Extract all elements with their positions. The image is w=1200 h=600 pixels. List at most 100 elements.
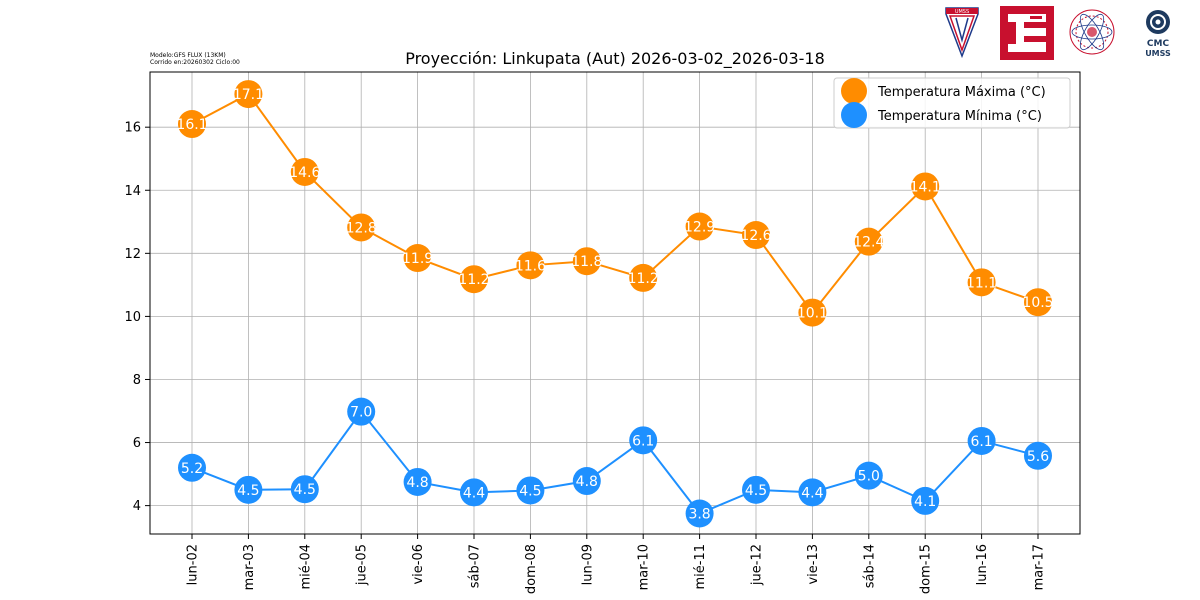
data-label: 3.8: [688, 507, 710, 523]
series-max: 16.1 17.1 14.6 12.8 11.9 11.2 11.6 11.8 11.2 12.9…: [176, 80, 1054, 327]
umss-shield-text: UMSS: [955, 9, 969, 15]
data-label: 12.6: [740, 228, 771, 244]
y-tick-label: 4: [133, 499, 141, 514]
data-point: [798, 478, 827, 507]
data-point: [572, 247, 601, 276]
series: 16.1 17.1 14.6 12.8 11.9 11.2 11.6 11.8 11.2 12.9…: [176, 80, 1054, 528]
data-point: [178, 453, 206, 482]
x-tick-label: lun-02: [186, 544, 201, 585]
x-tick-label: lun-16: [975, 544, 990, 585]
data-label: 5.6: [1027, 449, 1049, 465]
data-point: [629, 263, 658, 292]
data-point: [572, 467, 601, 496]
data-point: [403, 467, 432, 496]
data-label: 11.9: [402, 251, 433, 267]
data-label: 4.5: [294, 482, 316, 498]
x-tick-label: mié-04: [298, 544, 313, 590]
legend-label: Temperatura Máxima (°C): [877, 85, 1046, 100]
series-line: [191, 92, 1039, 315]
legend-marker: [841, 78, 867, 104]
data-label: 6.1: [970, 434, 992, 450]
data-point: [234, 475, 263, 504]
grid: [150, 72, 1080, 534]
x-tick-label: jue-05: [355, 544, 370, 586]
data-point: [742, 475, 770, 504]
data-label: 10.5: [1022, 295, 1053, 311]
data-point: [854, 227, 883, 256]
data-label: 11.2: [628, 271, 659, 287]
legend-label: Temperatura Mínima (°C): [877, 109, 1042, 124]
data-label: 6.1: [632, 433, 654, 449]
run-line: Corrido en:20260302 Ciclo:00: [150, 59, 240, 66]
data-label: 4.5: [237, 483, 259, 499]
legend-marker: [841, 102, 867, 128]
y-tick-label: 8: [133, 373, 141, 388]
data-label: 11.8: [571, 254, 602, 270]
x-tick-label: sáb-14: [862, 544, 877, 588]
data-point: [516, 251, 545, 280]
data-label: 4.4: [463, 485, 485, 501]
y-tick-label: 16: [124, 121, 141, 136]
x-tick-label: mar-10: [637, 544, 652, 590]
data-point: [516, 476, 545, 505]
data-point: [347, 397, 376, 426]
x-tick-label: mar-03: [242, 544, 257, 590]
data-point: [234, 80, 263, 109]
cmc-text: CMC: [1147, 39, 1170, 49]
data-point: [854, 461, 883, 490]
data-label: 11.1: [966, 275, 997, 291]
x-tick-label: mar-17: [1032, 544, 1047, 590]
data-label: 4.8: [576, 474, 598, 490]
data-label: 11.2: [458, 272, 489, 288]
data-point: [967, 268, 996, 297]
data-label: 10.1: [797, 306, 828, 322]
data-label: 11.6: [515, 258, 546, 274]
y-tick-label: 14: [124, 184, 141, 199]
x-tick-label: vie-06: [411, 544, 426, 585]
model-line: Modelo:GFS FLUX (13KM): [150, 52, 226, 59]
data-point: [742, 221, 770, 250]
seal-logo: [1069, 9, 1115, 55]
data-label: 5.2: [181, 461, 203, 477]
x-tick-label: vie-13: [806, 544, 821, 585]
x-tick-label: mié-11: [693, 544, 708, 590]
series-line: [191, 409, 1039, 515]
data-label: 5.0: [858, 469, 880, 485]
data-point: [1024, 288, 1052, 317]
data-label: 14.1: [910, 179, 941, 195]
data-label: 12.8: [346, 220, 377, 236]
data-point: [1024, 441, 1052, 470]
data-label: 14.6: [289, 165, 320, 181]
data-point: [967, 426, 996, 455]
series-min: 5.2 4.5 4.5 7.0 4.8 4.4 4.5 4.8 6.1 3.8 4.5 4.4 5.0 4…: [178, 397, 1052, 528]
data-point: [403, 244, 432, 273]
model-info: Modelo:GFS FLUX (13KM) Corrido en:202603…: [150, 52, 240, 66]
data-label: 17.1: [233, 87, 264, 103]
data-point: [290, 475, 319, 504]
data-point: [685, 212, 714, 241]
chart-title: Proyección: Linkupata (Aut) 2026-03-02_2…: [405, 49, 825, 69]
data-point: [629, 426, 658, 455]
y-tick-label: 6: [133, 436, 141, 451]
legend-box: [833, 77, 1071, 129]
data-point: [798, 298, 827, 327]
x-tick-label: lun-09: [580, 544, 595, 585]
y-tick-label: 10: [124, 310, 141, 325]
umss-shield-logo: UMSS: [945, 7, 979, 58]
x-tick-label: jue-12: [750, 544, 765, 586]
red-square-logo: [1000, 6, 1054, 60]
x-tick-label: dom-08: [524, 544, 539, 594]
data-label: 4.4: [801, 485, 823, 501]
data-label: 7.0: [350, 405, 372, 421]
umss-text: UMSS: [1145, 49, 1171, 58]
data-label: 16.1: [176, 117, 207, 133]
x-tick-label: dom-15: [919, 544, 934, 594]
data-point: [685, 499, 714, 528]
cmc-umss-logo: CMC UMSS: [1145, 10, 1171, 58]
data-label: 4.1: [914, 494, 936, 510]
data-label: 4.5: [519, 483, 541, 499]
data-point: [911, 486, 940, 515]
legend: Temperatura Máxima (°C) Temperatura Mínim…: [833, 77, 1071, 129]
data-point: [290, 157, 319, 186]
